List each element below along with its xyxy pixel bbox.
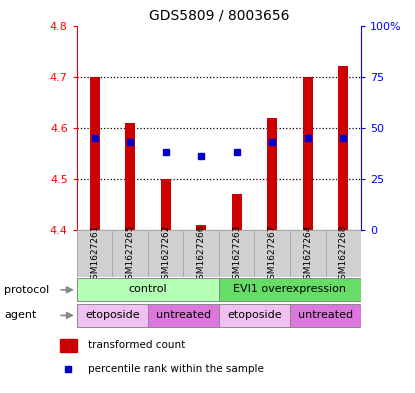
Text: GSM1627267: GSM1627267 (268, 224, 277, 285)
Bar (219, 230, 254, 277)
Bar (183, 230, 219, 277)
Text: etoposide: etoposide (85, 310, 139, 320)
Bar (232, 194, 242, 230)
Bar (325, 230, 361, 277)
Bar (303, 77, 313, 230)
Text: GSM1627264: GSM1627264 (303, 224, 312, 285)
Bar (219, 278, 361, 301)
Bar (338, 66, 348, 230)
Title: GDS5809 / 8003656: GDS5809 / 8003656 (149, 9, 289, 23)
Text: GSM1627266: GSM1627266 (197, 224, 206, 285)
Bar (77, 230, 112, 277)
Text: EVI1 overexpression: EVI1 overexpression (234, 284, 347, 294)
Bar (267, 118, 277, 230)
Text: GSM1627261: GSM1627261 (90, 224, 99, 285)
Text: etoposide: etoposide (227, 310, 282, 320)
Bar (90, 77, 100, 230)
Bar (219, 304, 290, 327)
Bar (290, 230, 325, 277)
Bar (77, 304, 148, 327)
Bar (148, 230, 183, 277)
Text: percentile rank within the sample: percentile rank within the sample (88, 364, 264, 374)
Bar (290, 304, 361, 327)
Text: untreated: untreated (156, 310, 211, 320)
Bar (112, 230, 148, 277)
Bar (254, 230, 290, 277)
Bar (77, 278, 219, 301)
Text: GSM1627263: GSM1627263 (232, 224, 241, 285)
Bar (161, 179, 171, 230)
Bar (60, 339, 77, 352)
Bar (125, 123, 135, 230)
Text: untreated: untreated (298, 310, 353, 320)
Text: GSM1627268: GSM1627268 (339, 224, 348, 285)
Text: GSM1627262: GSM1627262 (161, 224, 170, 285)
Bar (148, 304, 219, 327)
Text: control: control (129, 284, 167, 294)
Text: transformed count: transformed count (88, 340, 185, 350)
Bar (196, 225, 206, 230)
Text: protocol: protocol (4, 285, 49, 295)
Text: GSM1627265: GSM1627265 (126, 224, 134, 285)
Text: agent: agent (4, 310, 37, 320)
